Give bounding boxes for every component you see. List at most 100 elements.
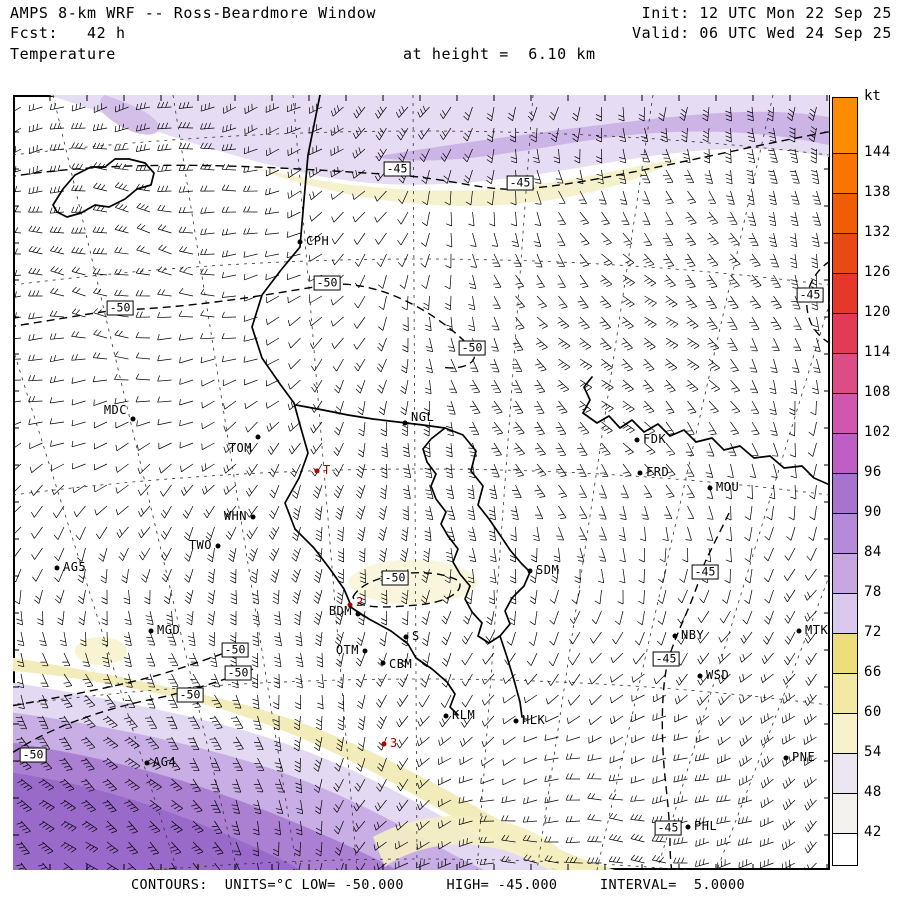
station-label-NGL: NGL [411, 410, 435, 424]
colorbar-segment [833, 633, 857, 673]
station-label-S: S [412, 629, 420, 643]
colorbar-segment [833, 153, 857, 193]
contour-label: -45 [654, 820, 682, 836]
station-label-NBY: NBY [681, 628, 705, 642]
station-label-TOM: TOM [228, 441, 252, 455]
station-dot-MTK [796, 628, 802, 634]
init-time-label: Init: 12 UTC Mon 22 Sep 25 [641, 4, 892, 22]
colorbar-tick-label: 48 [864, 784, 882, 800]
station-label-2: 2 [356, 595, 364, 609]
colorbar-tick-label: 132 [864, 224, 891, 240]
station-dot-TOM [255, 434, 261, 440]
valid-time-label: Valid: 06 UTC Wed 24 Sep 25 [631, 24, 892, 42]
colorbar-tick-label: 78 [864, 584, 882, 600]
colorbar-segment [833, 433, 857, 473]
station-label-HLK: HLK [522, 713, 546, 727]
colorbar-segment [833, 98, 857, 153]
contour-label: -50 [106, 300, 134, 316]
station-dot-BDM [355, 611, 361, 617]
contour-label: -50 [224, 665, 252, 681]
station-label-MDC: MDC [103, 403, 127, 417]
colorbar-tick-label: 54 [864, 744, 882, 760]
station-dot-S [403, 634, 409, 640]
station-label-WSD: WSD [706, 668, 730, 682]
color-scale-tick-labels: 144 138 132 126 120 114 108 102 96 90 84 78 72 66 60 54… [864, 97, 900, 872]
colorbar-segment [833, 393, 857, 433]
colorbar-segment [833, 193, 857, 233]
coastline-layer [52, 95, 830, 718]
contour-label: -50 [221, 642, 249, 658]
forecast-hour-label: Fcst: 42 h [10, 24, 126, 42]
station-label-WHN: WHN [223, 509, 247, 523]
station-label-PHL: PHL [694, 819, 718, 833]
contour-info-footer: CONTOURS: UNITS=°C LOW= -50.000 HIGH= -4… [131, 877, 745, 893]
station-dot-WSD [697, 673, 703, 679]
color-scale-unit-label: kt [864, 88, 881, 104]
colorbar-tick-label: 102 [864, 424, 891, 440]
station-label-BDM: BDM [328, 604, 352, 618]
colorbar-tick-label: 96 [864, 464, 882, 480]
colorbar-segment [833, 473, 857, 513]
station-dot-AG5 [54, 565, 60, 571]
shading-fill-layer [13, 95, 829, 870]
station-label-AG4: AG4 [153, 755, 177, 769]
colorbar-segment [833, 833, 857, 865]
station-dot-WHN [250, 514, 256, 520]
station-dot-MGD [148, 628, 154, 634]
station-dot-KLM [443, 713, 449, 719]
colorbar-segment [833, 313, 857, 353]
color-scale-bar [832, 97, 858, 866]
station-dot-SDM [527, 568, 533, 574]
station-label-CPH: CPH [306, 234, 330, 248]
station-label-SDM: SDM [536, 563, 560, 577]
colorbar-segment [833, 753, 857, 793]
station-label-TWO: TWO [188, 538, 212, 552]
colorbar-segment [833, 233, 857, 273]
colorbar-tick-label: 84 [864, 544, 882, 560]
colorbar-segment [833, 553, 857, 593]
station-dot-CBM [380, 660, 386, 666]
contour-label: -45 [506, 175, 534, 191]
colorbar-tick-label: 90 [864, 504, 882, 520]
station-label-AG5: AG5 [63, 560, 87, 574]
colorbar-tick-label: 72 [864, 624, 882, 640]
colorbar-tick-label: 108 [864, 384, 891, 400]
station-dot-CPH [297, 239, 303, 245]
colorbar-tick-label: 66 [864, 664, 882, 680]
colorbar-segment [833, 673, 857, 713]
station-label-FRD: FRD [646, 465, 670, 479]
station-label-MGD: MGD [157, 623, 181, 637]
station-dot-NBY [672, 633, 678, 639]
contour-label: -50 [176, 687, 204, 703]
plot-title: AMPS 8-km WRF -- Ross-Beardmore Window [10, 4, 376, 22]
field-name-label: Temperature [10, 45, 116, 63]
colorbar-tick-label: 114 [864, 344, 891, 360]
station-dot-OTM [362, 648, 368, 654]
contour-label: -50 [381, 570, 409, 586]
station-dot-PNE [783, 755, 789, 761]
contour-label: -45 [691, 564, 719, 580]
colorbar-tick-label: 120 [864, 304, 891, 320]
contour-label: -50 [19, 747, 47, 763]
station-dot-HLK [513, 718, 519, 724]
colorbar-segment [833, 513, 857, 553]
station-label-3: 3 [390, 736, 398, 750]
station-label-CBM: CBM [389, 657, 413, 671]
station-label-T: T [323, 463, 331, 477]
station-dot-AG4 [144, 760, 150, 766]
station-dot-FDK [634, 437, 640, 443]
frame-ticks-layer [13, 95, 830, 870]
station-dot-NGL [402, 420, 408, 426]
colorbar-segment [833, 713, 857, 753]
map-svg [13, 95, 830, 870]
colorbar-segment [833, 793, 857, 833]
colorbar-segment [833, 593, 857, 633]
station-dot-MDC [130, 416, 136, 422]
colorbar-segment [833, 273, 857, 313]
contour-label: -50 [313, 275, 341, 291]
contour-label: -45 [652, 651, 680, 667]
station-dot-FRD [637, 470, 643, 476]
station-label-PNE: PNE [792, 750, 816, 764]
contour-label: -45 [383, 161, 411, 177]
